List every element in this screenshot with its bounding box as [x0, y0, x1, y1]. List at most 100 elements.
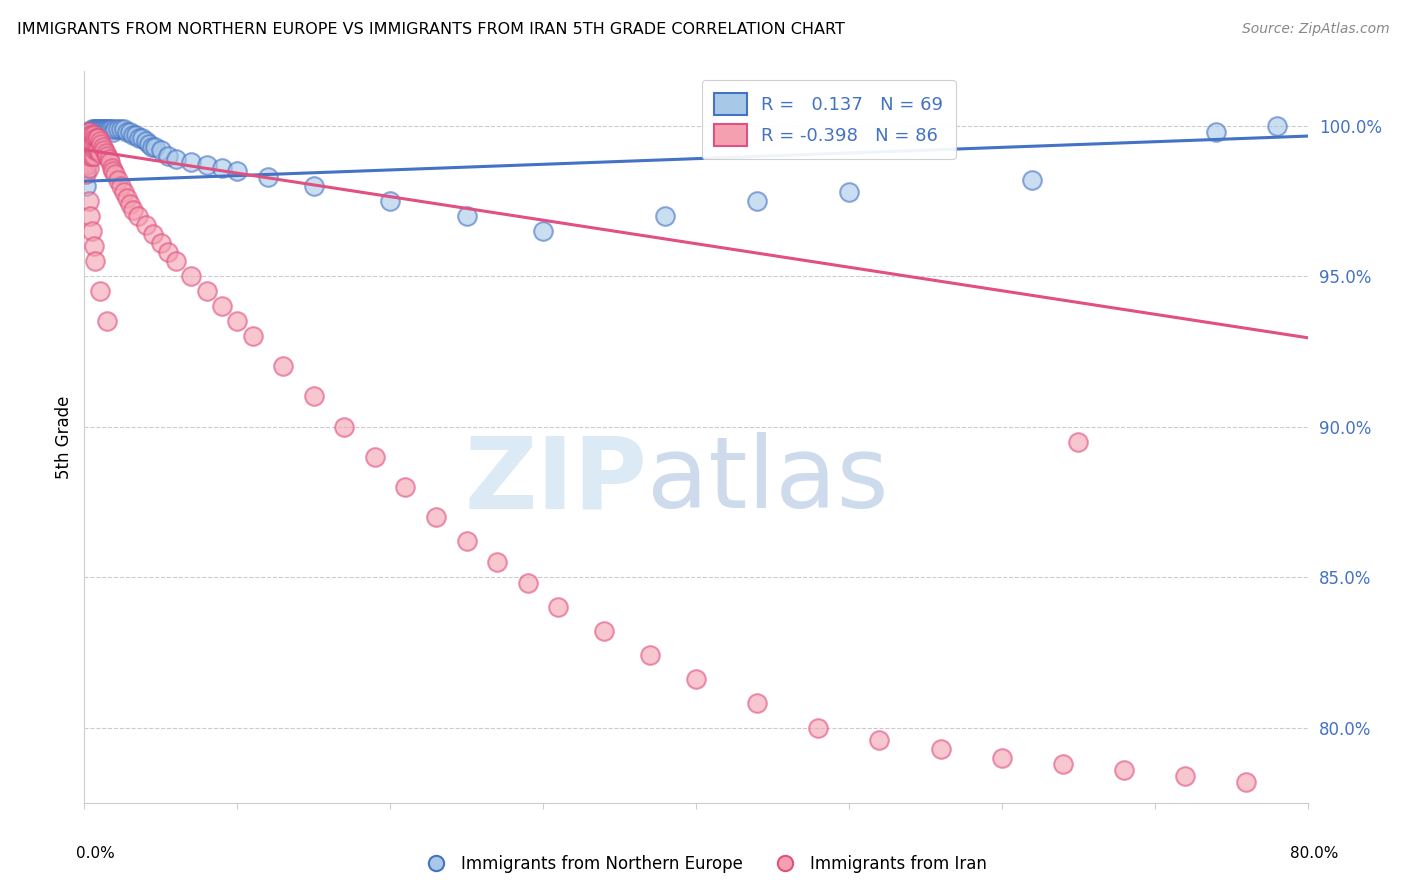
Point [211, 299, 233, 313]
Point [180, 268, 202, 283]
Point [79, 124, 101, 138]
Point [87, 128, 110, 142]
Point [83, 148, 105, 162]
Point [157, 244, 180, 259]
Point [86, 143, 108, 157]
Point [929, 741, 952, 756]
Point [97, 121, 120, 136]
Point [77, 124, 100, 138]
Point [87, 143, 110, 157]
Point [75, 163, 97, 178]
Point [101, 121, 124, 136]
Point [75, 154, 97, 169]
Point [77, 194, 100, 208]
Point [302, 389, 325, 403]
Point [76, 124, 98, 138]
Point [456, 533, 478, 548]
Point [80, 224, 103, 238]
Point [135, 134, 157, 148]
Point [84, 121, 107, 136]
Point [75, 167, 97, 181]
Point [76, 154, 98, 169]
Point [75, 148, 97, 162]
Text: 0.0%: 0.0% [76, 846, 115, 861]
Point [456, 209, 478, 223]
Point [157, 148, 180, 162]
Point [77, 145, 100, 160]
Point [93, 121, 115, 136]
Point [79, 136, 101, 151]
Point [333, 419, 356, 434]
Point [107, 172, 129, 186]
Point [127, 209, 149, 223]
Point [94, 121, 117, 136]
Point [747, 697, 769, 711]
Point [80, 148, 103, 162]
Point [122, 128, 145, 142]
Point [531, 224, 554, 238]
Point [87, 121, 110, 136]
Point [685, 673, 707, 687]
Point [96, 121, 118, 136]
Point [91, 121, 114, 136]
Point [84, 143, 107, 157]
Point [75, 143, 97, 157]
Point [654, 209, 676, 223]
Point [425, 509, 447, 524]
Point [120, 196, 142, 211]
Point [1205, 124, 1227, 138]
Point [112, 121, 135, 136]
Point [83, 136, 105, 151]
Point [83, 136, 105, 151]
Point [1236, 774, 1258, 789]
Point [86, 121, 108, 136]
Point [76, 134, 98, 148]
Point [80, 136, 103, 151]
Text: ZIP: ZIP [464, 433, 647, 530]
Legend: R =   0.137   N = 69, R = -0.398   N = 86: R = 0.137 N = 69, R = -0.398 N = 86 [702, 80, 956, 159]
Point [110, 178, 132, 193]
Point [80, 128, 103, 142]
Point [271, 359, 294, 374]
Point [257, 169, 280, 184]
Point [86, 130, 108, 145]
Point [89, 121, 111, 136]
Point [143, 139, 166, 153]
Point [122, 202, 145, 217]
Point [747, 194, 769, 208]
Point [89, 134, 111, 148]
Point [115, 124, 138, 138]
Point [242, 329, 264, 343]
Point [838, 185, 860, 199]
Point [141, 139, 163, 153]
Point [80, 128, 103, 142]
Point [149, 143, 172, 157]
Point [90, 121, 112, 136]
Point [83, 128, 105, 142]
Point [1114, 763, 1136, 777]
Point [131, 130, 153, 145]
Point [104, 121, 127, 136]
Point [79, 128, 101, 142]
Point [226, 314, 249, 328]
Point [115, 191, 138, 205]
Point [98, 121, 121, 136]
Point [869, 732, 891, 747]
Point [165, 152, 187, 166]
Point [89, 145, 111, 160]
Point [991, 750, 1014, 764]
Point [75, 134, 97, 148]
Point [96, 148, 118, 162]
Point [380, 194, 402, 208]
Point [91, 139, 114, 153]
Point [593, 624, 616, 639]
Point [83, 239, 105, 253]
Point [77, 139, 100, 153]
Point [76, 158, 98, 172]
Point [84, 130, 107, 145]
Text: 80.0%: 80.0% [1291, 846, 1339, 861]
Point [83, 128, 105, 142]
Point [97, 152, 120, 166]
Point [364, 450, 387, 464]
Point [165, 254, 187, 268]
